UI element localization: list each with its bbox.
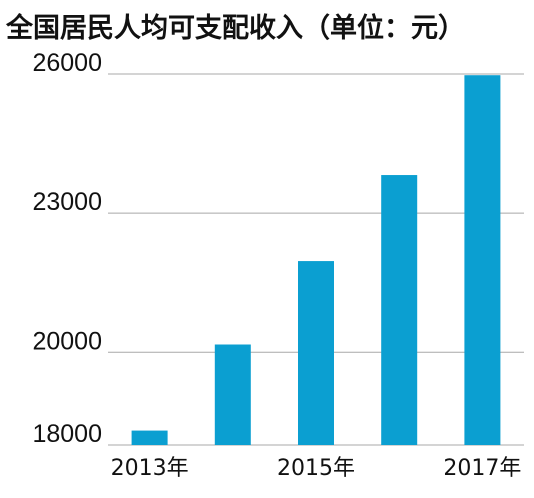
x-axis-tick-labels: 2013年 2015年 2017年	[111, 456, 522, 481]
chart-title: 全国居民人均可支配收入（单位：元）	[6, 13, 465, 44]
y-tick-label: 20000	[32, 327, 102, 355]
bar-2013	[131, 430, 168, 445]
x-tick-label: 2017年	[443, 456, 521, 481]
bars	[131, 75, 501, 445]
bar-2017	[464, 75, 501, 445]
y-tick-label: 18000	[32, 420, 102, 448]
y-tick-label: 26000	[32, 49, 102, 77]
bar-2016	[381, 175, 418, 445]
bar-2015	[298, 261, 334, 445]
bar-2014	[214, 344, 251, 445]
y-tick-label: 23000	[32, 188, 102, 216]
x-tick-label: 2015年	[277, 456, 355, 481]
y-axis-tick-labels: 18000 20000 23000 26000	[32, 49, 102, 448]
x-tick-label: 2013年	[111, 456, 189, 481]
